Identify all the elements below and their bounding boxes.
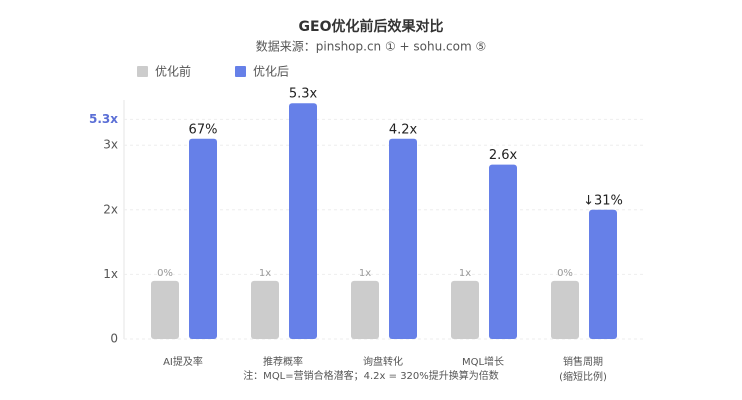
x-tick-label: 询盘转化 xyxy=(363,355,403,368)
chart-title: GEO优化前后效果对比 xyxy=(299,18,444,35)
bar xyxy=(389,138,417,339)
bar-label: 0% xyxy=(557,268,573,279)
bar xyxy=(551,280,579,339)
y-tick-label: 0 xyxy=(110,332,118,346)
bar xyxy=(189,138,217,339)
x-tick-label: 推荐概率 xyxy=(263,355,303,368)
y-tick-label: 3x xyxy=(103,138,118,152)
bar xyxy=(489,164,517,339)
x-tick-label: AI提及率 xyxy=(163,355,203,368)
bar xyxy=(251,280,279,339)
bar-label: 4.2x xyxy=(389,122,418,137)
bar-label: 0% xyxy=(157,268,173,279)
x-tick-note: (缩短比例) xyxy=(559,370,607,383)
y-tick-label: 2x xyxy=(103,202,118,216)
legend-swatch xyxy=(235,66,246,77)
bar xyxy=(451,280,479,339)
bar-label: 1x xyxy=(259,268,271,279)
y-tick-label: 5.3x xyxy=(89,112,118,126)
bar-label: ↓31% xyxy=(583,193,623,208)
x-tick-label: MQL增长 xyxy=(462,355,504,368)
bar xyxy=(289,103,317,339)
bar xyxy=(589,209,617,339)
bar xyxy=(351,280,379,339)
bar-label: 2.6x xyxy=(489,148,518,163)
legend-label: 优化前 xyxy=(155,64,191,79)
footnote: 注：MQL=营销合格潜客；4.2x = 320%提升换算为倍数 xyxy=(243,369,499,382)
x-tick-label: 销售周期 xyxy=(563,355,603,368)
bar-label: 1x xyxy=(459,268,471,279)
chart-subtitle: 数据来源：pinshop.cn ① + sohu.com ⑤ xyxy=(256,39,486,54)
bar-label: 1x xyxy=(359,268,371,279)
legend-swatch xyxy=(137,66,148,77)
y-tick-label: 1x xyxy=(103,267,118,281)
bar xyxy=(151,280,179,339)
bar-label: 5.3x xyxy=(289,87,318,102)
legend-label: 优化后 xyxy=(253,65,289,79)
bar-label: 67% xyxy=(189,122,218,137)
